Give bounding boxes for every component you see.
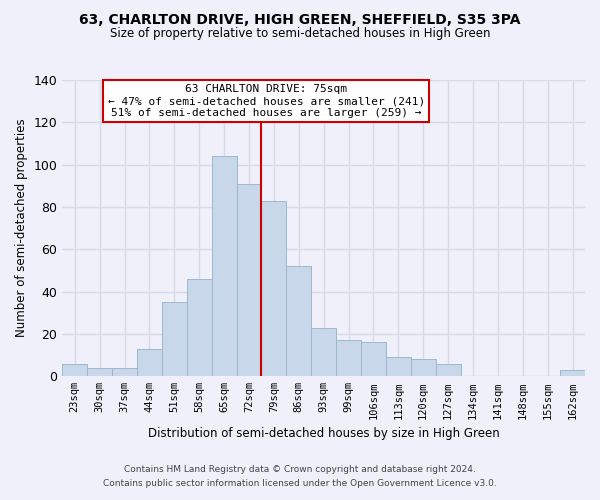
Text: Contains HM Land Registry data © Crown copyright and database right 2024.
Contai: Contains HM Land Registry data © Crown c… (103, 466, 497, 487)
Bar (386, 358, 411, 376)
Bar (236, 184, 262, 376)
Bar (560, 370, 585, 376)
X-axis label: Distribution of semi-detached houses by size in High Green: Distribution of semi-detached houses by … (148, 427, 500, 440)
Bar (361, 342, 386, 376)
Text: 63, CHARLTON DRIVE, HIGH GREEN, SHEFFIELD, S35 3PA: 63, CHARLTON DRIVE, HIGH GREEN, SHEFFIEL… (79, 12, 521, 26)
Bar (212, 156, 236, 376)
Bar (162, 302, 187, 376)
Bar (411, 360, 436, 376)
Bar (187, 279, 212, 376)
Bar (62, 364, 87, 376)
Bar (262, 200, 286, 376)
Text: 63 CHARLTON DRIVE: 75sqm
← 47% of semi-detached houses are smaller (241)
51% of : 63 CHARLTON DRIVE: 75sqm ← 47% of semi-d… (107, 84, 425, 117)
Bar (311, 328, 336, 376)
Text: Size of property relative to semi-detached houses in High Green: Size of property relative to semi-detach… (110, 28, 490, 40)
Y-axis label: Number of semi-detached properties: Number of semi-detached properties (15, 119, 28, 338)
Bar (137, 349, 162, 376)
Bar (87, 368, 112, 376)
Bar (336, 340, 361, 376)
Bar (112, 368, 137, 376)
Bar (286, 266, 311, 376)
Bar (436, 364, 461, 376)
